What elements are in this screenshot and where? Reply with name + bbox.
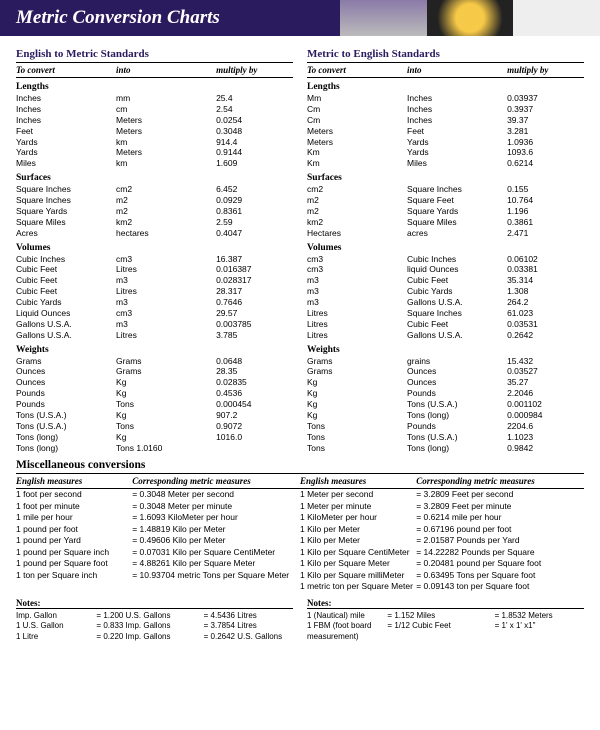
note-row: Imp. Gallon= 1.200 U.S. Gallons= 4.5436 …: [16, 611, 293, 622]
table-row: Gallons U.S.A.Litres3.785: [16, 330, 293, 341]
table-row: TonsPounds2204.6: [307, 421, 584, 432]
table-row: OuncesKg0.02835: [16, 377, 293, 388]
table-row: Tons (long)Tons 1.0160: [16, 443, 293, 454]
misc-headers: English measures Corresponding metric me…: [16, 473, 584, 489]
table-row: TonsTons (long)0.9842: [307, 443, 584, 454]
table-row: Square Inchesm20.0929: [16, 195, 293, 206]
table-row: Cubic FeetLitres28.317: [16, 286, 293, 297]
english-to-metric-column: English to Metric Standards To convert i…: [16, 48, 293, 453]
note-row: 1 FBM (foot board measurement)= 1/12 Cub…: [307, 621, 584, 643]
table-row: LitresCubic Feet0.03531: [307, 319, 584, 330]
table-row: m2Square Yards1.196: [307, 206, 584, 217]
section-title-left: English to Metric Standards: [16, 48, 293, 60]
header-image-strip: [340, 0, 600, 36]
misc-row: 1 pound per foot= 1.48819 Kilo per Meter…: [16, 524, 584, 535]
misc-row: 1 mile per hour= 1.6093 KiloMeter per ho…: [16, 512, 584, 523]
table-row: Inchesmm25.4: [16, 93, 293, 104]
misc-row: 1 pound per Square inch= 0.07031 Kilo pe…: [16, 547, 584, 558]
table-row: TonsTons (U.S.A.)1.1023: [307, 432, 584, 443]
notes-left: Notes: Imp. Gallon= 1.200 U.S. Gallons= …: [16, 598, 293, 643]
table-row: Acreshectares0.4047: [16, 228, 293, 239]
misc-row: 1 ton per Square inch= 10.93704 metric T…: [16, 570, 584, 581]
table-row: Square Yardsm20.8361: [16, 206, 293, 217]
table-row: Cubic FeetLitres0.016387: [16, 264, 293, 275]
table-row: PoundsKg0.4536: [16, 388, 293, 399]
table-row: KgOunces35.27: [307, 377, 584, 388]
table-row: Cubic Feetm30.028317: [16, 275, 293, 286]
category-heading: Surfaces: [307, 173, 584, 183]
category-heading: Lengths: [16, 82, 293, 92]
table-row: InchesMeters0.0254: [16, 115, 293, 126]
table-row: GramsGrams0.0648: [16, 356, 293, 367]
notes-section: Notes: Imp. Gallon= 1.200 U.S. Gallons= …: [16, 598, 584, 643]
notes-right: Notes: 1 (Nautical) mile= 1.152 Miles= 1…: [307, 598, 584, 643]
table-row: km2Square Miles0.3861: [307, 217, 584, 228]
table-row: Hectaresacres2.471: [307, 228, 584, 239]
table-row: KgTons (long)0.000984: [307, 410, 584, 421]
category-heading: Weights: [16, 345, 293, 355]
misc-row: 1 metric ton per Square Meter= 0.09143 t…: [16, 581, 584, 592]
header-band: Metric Conversion Charts: [0, 0, 600, 36]
table-row: PoundsTons0.000454: [16, 399, 293, 410]
table-row: CmInches0.3937: [307, 104, 584, 115]
misc-row: 1 foot per second= 0.3048 Meter per seco…: [16, 489, 584, 500]
table-row: cm3liquid Ounces0.03381: [307, 264, 584, 275]
table-row: Cubic Yardsm30.7646: [16, 297, 293, 308]
table-row: m2Square Feet10.764: [307, 195, 584, 206]
category-heading: Volumes: [307, 243, 584, 253]
table-row: m3Cubic Feet35.314: [307, 275, 584, 286]
table-row: OuncesGrams28.35: [16, 366, 293, 377]
table-row: KmMiles0.6214: [307, 158, 584, 169]
table-row: MetersYards1.0936: [307, 137, 584, 148]
table-row: Cubic Inchescm316.387: [16, 254, 293, 265]
table-row: MmInches0.03937: [307, 93, 584, 104]
note-row: 1 U.S. Gallon= 0.833 Imp. Gallons= 3.785…: [16, 621, 293, 632]
table-row: Gallons U.S.A.m30.003785: [16, 319, 293, 330]
misc-row: 1 pound per Yard= 0.49606 Kilo per Meter…: [16, 535, 584, 546]
table-row: KgTons (U.S.A.)0.001102: [307, 399, 584, 410]
column-headers-right: To convert into multiply by: [307, 62, 584, 78]
table-row: m3Gallons U.S.A.264.2: [307, 297, 584, 308]
table-row: LitresGallons U.S.A.0.2642: [307, 330, 584, 341]
misc-body: 1 foot per second= 0.3048 Meter per seco…: [16, 489, 584, 592]
table-row: Inchescm2.54: [16, 104, 293, 115]
page-title: Metric Conversion Charts: [16, 7, 220, 29]
table-row: MetersFeet3.281: [307, 126, 584, 137]
table-row: YardsMeters0.9144: [16, 147, 293, 158]
table-row: cm3Cubic Inches0.06102: [307, 254, 584, 265]
table-row: Tons (long)Kg1016.0: [16, 432, 293, 443]
table-row: Yardskm914.4: [16, 137, 293, 148]
table-row: m3Cubic Yards1.308: [307, 286, 584, 297]
table-row: Tons (U.S.A.)Kg907.2: [16, 410, 293, 421]
misc-title: Miscellaneous conversions: [16, 459, 584, 471]
table-row: CmInches39.37: [307, 115, 584, 126]
table-row: Tons (U.S.A.)Tons0.9072: [16, 421, 293, 432]
table-row: Mileskm1.609: [16, 158, 293, 169]
note-row: 1 (Nautical) mile= 1.152 Miles= 1.8532 M…: [307, 611, 584, 622]
table-row: LitresSquare Inches61.023: [307, 308, 584, 319]
table-row: Square Inchescm26.452: [16, 184, 293, 195]
table-row: cm2Square Inches0.155: [307, 184, 584, 195]
table-row: Gramsgrains15.432: [307, 356, 584, 367]
column-headers-left: To convert into multiply by: [16, 62, 293, 78]
section-title-right: Metric to English Standards: [307, 48, 584, 60]
content: English to Metric Standards To convert i…: [0, 36, 600, 647]
category-heading: Lengths: [307, 82, 584, 92]
misc-row: 1 foot per minute= 0.3048 Meter per minu…: [16, 501, 584, 512]
table-row: Square Mileskm22.59: [16, 217, 293, 228]
category-heading: Weights: [307, 345, 584, 355]
table-row: FeetMeters0.3048: [16, 126, 293, 137]
table-row: KmYards1093.6: [307, 147, 584, 158]
metric-to-english-column: Metric to English Standards To convert i…: [307, 48, 584, 453]
table-row: Liquid Ouncescm329.57: [16, 308, 293, 319]
misc-row: 1 pound per Square foot= 4.88261 Kilo pe…: [16, 558, 584, 569]
table-row: KgPounds2.2046: [307, 388, 584, 399]
table-row: GramsOunces0.03527: [307, 366, 584, 377]
category-heading: Volumes: [16, 243, 293, 253]
category-heading: Surfaces: [16, 173, 293, 183]
note-row: 1 Litre= 0.220 Imp. Gallons= 0.2642 U.S.…: [16, 632, 293, 643]
